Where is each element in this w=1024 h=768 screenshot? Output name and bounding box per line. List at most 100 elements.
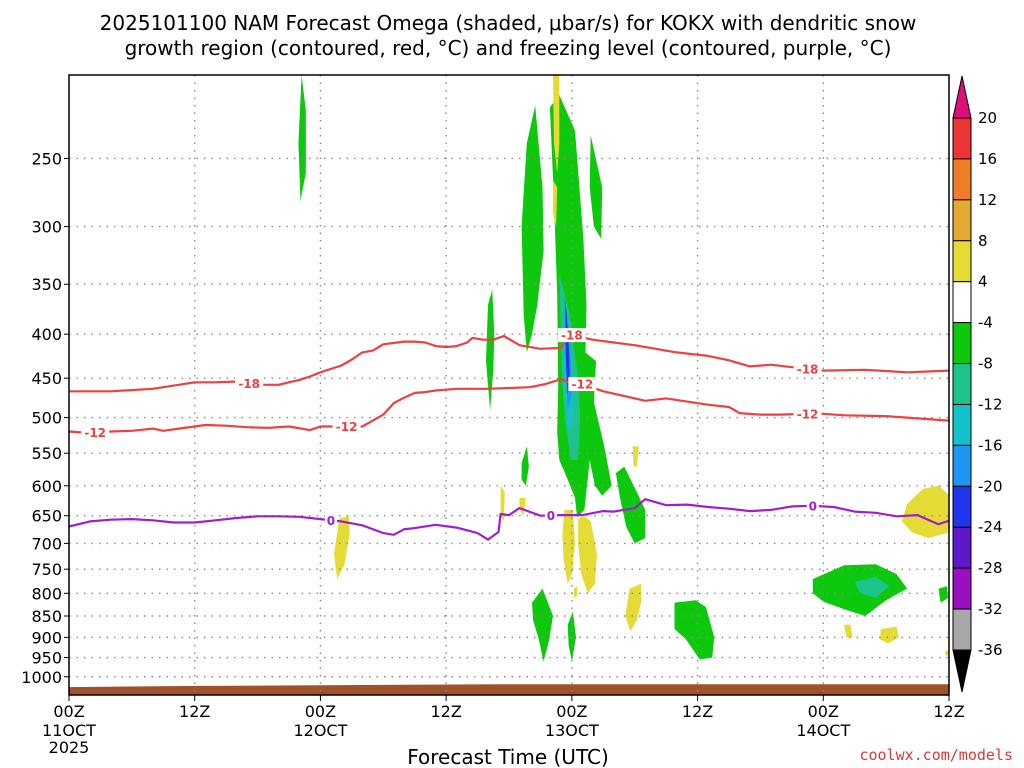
colorbar-band bbox=[952, 240, 972, 283]
omega-area bbox=[574, 586, 578, 598]
contour-label-bg bbox=[235, 376, 264, 391]
pressure-tick-label: 950 bbox=[31, 649, 62, 668]
colorbar-tick-label: -20 bbox=[978, 477, 1003, 495]
pressure-tick-label: 500 bbox=[31, 409, 62, 428]
contour-line bbox=[68, 377, 950, 435]
colorbar-band bbox=[952, 403, 972, 446]
omega-area bbox=[334, 515, 350, 579]
pressure-tick-label: 800 bbox=[31, 584, 62, 603]
colorbar-tick-label: -12 bbox=[978, 395, 1003, 413]
terrain-band bbox=[69, 684, 949, 695]
colorbar-band bbox=[952, 526, 972, 569]
chart-subtitle: growth region (contoured, red, °C) and f… bbox=[125, 36, 892, 60]
omega-area bbox=[486, 289, 495, 410]
contour-line bbox=[69, 334, 950, 393]
credit-link[interactable]: coolwx.com/models bbox=[859, 746, 1013, 764]
colorbar-tick-label: 20 bbox=[978, 109, 997, 127]
omega-area bbox=[562, 509, 575, 584]
colorbar-tick-label: -28 bbox=[978, 559, 1003, 577]
x-axis-label: Forecast Time (UTC) bbox=[407, 745, 609, 768]
omega-area bbox=[521, 105, 544, 353]
pressure-tick-label: 300 bbox=[31, 218, 62, 237]
pressure-tick-label: 850 bbox=[31, 607, 62, 626]
colorbar-tick-label: -32 bbox=[978, 600, 1003, 618]
terrain-fill bbox=[69, 684, 949, 695]
omega-area bbox=[565, 299, 570, 395]
pressure-tick-label: 1000 bbox=[21, 668, 62, 687]
time-tick-label: 12Z bbox=[430, 702, 461, 721]
colorbar-band bbox=[952, 363, 972, 405]
contour-label: -18 bbox=[797, 362, 819, 376]
omega-shading bbox=[298, 75, 949, 662]
pressure-tick-label: 400 bbox=[31, 325, 62, 344]
time-tick-label: 12Z bbox=[179, 702, 210, 721]
colorbar-tick-label: -36 bbox=[978, 641, 1003, 659]
plot-frame bbox=[68, 74, 950, 696]
omega-area bbox=[632, 446, 639, 467]
contour-label: 0 bbox=[809, 499, 817, 513]
colorbar-band bbox=[952, 199, 972, 242]
omega-colorbar: 20 16 12 8 4 -4 -8 -12 -16 -20 -24 -28 -32 -36 bbox=[952, 75, 1003, 693]
omega-area bbox=[521, 446, 529, 486]
chart-title: 2025101100 NAM Forecast Omega (shaded, μ… bbox=[100, 11, 917, 35]
contour-label: -12 bbox=[84, 426, 106, 440]
time-tick-label: 12Z bbox=[682, 702, 713, 721]
contour-label: -12 bbox=[571, 377, 593, 391]
time-tick-label: 13OCT bbox=[545, 721, 599, 740]
pressure-tick-label: 600 bbox=[31, 477, 62, 496]
colorbar-tick-label: 4 bbox=[978, 273, 988, 291]
omega-area bbox=[901, 485, 949, 538]
colorbar-arrow-bottom bbox=[952, 649, 972, 693]
pressure-tick-label: 750 bbox=[31, 560, 62, 579]
contour-label: -18 bbox=[561, 329, 583, 343]
contour-label: 0 bbox=[547, 509, 555, 523]
pressure-tick-label: 650 bbox=[31, 507, 62, 526]
omega-area bbox=[854, 576, 890, 598]
colorbar-tick-label: -16 bbox=[978, 436, 1003, 454]
colorbar-band bbox=[952, 281, 972, 324]
omega-area bbox=[578, 515, 597, 594]
colorbar-tick-label: 12 bbox=[978, 191, 997, 209]
pressure-tick-label: 450 bbox=[31, 369, 62, 388]
time-tick-label: 12Z bbox=[933, 702, 964, 721]
omega-area bbox=[625, 583, 641, 632]
omega-area bbox=[879, 626, 899, 644]
omega-area bbox=[298, 75, 306, 201]
pressure-tick-label: 250 bbox=[31, 149, 62, 168]
colorbar-tick-label: -8 bbox=[978, 355, 993, 373]
colorbar-tick-label: -24 bbox=[978, 518, 1003, 536]
colorbar-band bbox=[952, 608, 972, 651]
contour-label-bg bbox=[81, 425, 110, 440]
pressure-tick-label: 350 bbox=[31, 275, 62, 294]
contour-label: -12 bbox=[336, 420, 358, 434]
omega-area bbox=[674, 600, 715, 660]
omega-area bbox=[553, 180, 558, 227]
contour-label-bg bbox=[568, 376, 597, 391]
gridlines bbox=[69, 75, 949, 695]
time-tick-label: 2025 bbox=[49, 738, 90, 757]
pressure-axis: 250 300 350 400 450 500 550 600 650 700 750 800 850 9… bbox=[21, 149, 69, 687]
pressure-tick-label: 700 bbox=[31, 534, 62, 553]
pressure-tick-label: 550 bbox=[31, 444, 62, 463]
contour-label-bg bbox=[793, 406, 822, 421]
colorbar-band bbox=[952, 117, 972, 160]
time-tick-label: 00Z bbox=[556, 702, 587, 721]
contour-label-bg bbox=[544, 508, 557, 523]
colorbar-band bbox=[952, 322, 972, 365]
contour-label-bg bbox=[557, 328, 586, 343]
colorbar-tick-label: -4 bbox=[978, 314, 993, 332]
omega-area bbox=[532, 588, 553, 662]
time-tick-label: 00Z bbox=[53, 702, 84, 721]
omega-area bbox=[553, 75, 560, 174]
contour-label-bg bbox=[332, 419, 361, 434]
colorbar-band bbox=[952, 444, 972, 487]
contour-label: -12 bbox=[797, 407, 819, 421]
contour-label-bg bbox=[793, 361, 822, 376]
omega-area bbox=[589, 135, 603, 239]
time-tick-label: 14OCT bbox=[796, 721, 850, 740]
omega-area bbox=[500, 485, 505, 522]
omega-area bbox=[519, 498, 526, 516]
omega-area bbox=[615, 466, 646, 544]
